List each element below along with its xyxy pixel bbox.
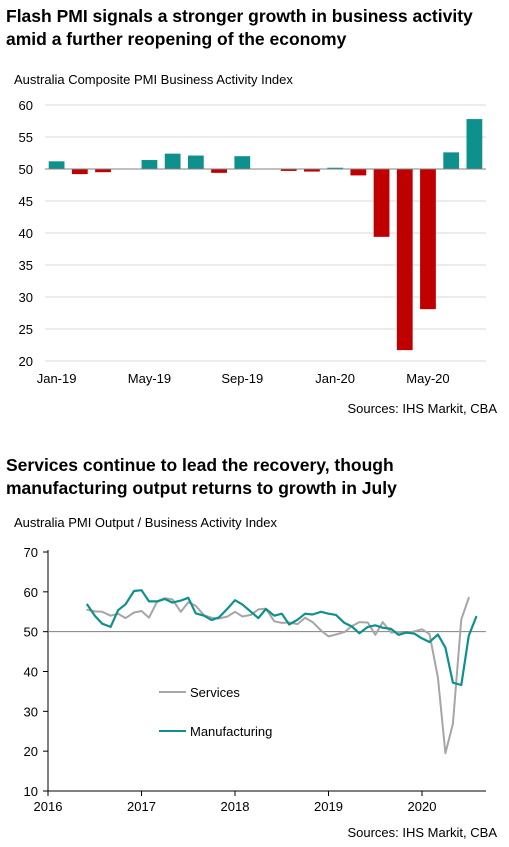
bar	[211, 169, 227, 173]
bar	[187, 155, 204, 169]
bar	[95, 169, 111, 173]
y-tick-label: 20	[24, 744, 38, 759]
y-tick-label: 50	[24, 625, 38, 640]
x-tick-label: 2016	[34, 799, 63, 814]
chart1-source: Sources: IHS Markit, CBA	[347, 401, 497, 416]
y-tick-label: 70	[24, 545, 38, 560]
bar	[443, 152, 460, 169]
bar	[164, 153, 181, 169]
y-tick-label: 20	[19, 354, 33, 369]
legend-label-services: Services	[190, 685, 240, 700]
y-tick-label: 50	[19, 162, 33, 177]
bar	[327, 167, 344, 169]
x-tick-label: May-20	[406, 371, 449, 386]
x-tick-label: Jan-19	[37, 371, 77, 386]
chart2-source: Sources: IHS Markit, CBA	[347, 825, 497, 840]
composite-pmi-bar-chart: 20 25 30 35 40 45 50 55 60 Jan-19 May-19 Sep-19 Jan-…	[19, 98, 486, 386]
x-tick-label: 2018	[221, 799, 250, 814]
y-tick-label: 30	[24, 704, 38, 719]
y-tick-label: 60	[19, 98, 33, 113]
chart1-heading: Flash PMI signals a stronger growth in b…	[6, 6, 473, 49]
y-tick-label: 30	[19, 290, 33, 305]
x-tick-label: 2020	[408, 799, 437, 814]
y-tick-label: 60	[24, 585, 38, 600]
x-tick-label: 2019	[314, 799, 343, 814]
x-tick-label: 2017	[127, 799, 156, 814]
bar	[234, 156, 251, 169]
bar	[373, 169, 390, 237]
bar	[280, 169, 297, 171]
bar	[71, 169, 88, 175]
chart2-subtitle: Australia PMI Output / Business Activity…	[14, 515, 278, 530]
bar	[420, 169, 436, 310]
y-tick-label: 55	[19, 130, 33, 145]
y-tick-label: 45	[19, 194, 33, 209]
x-tick-label: May-19	[128, 371, 171, 386]
bar	[396, 169, 413, 351]
bar	[48, 161, 65, 169]
x-tick-label: Jan-20	[315, 371, 355, 386]
bar	[304, 169, 320, 172]
legend-label-manufacturing: Manufacturing	[190, 724, 272, 739]
y-tick-label: 10	[24, 784, 38, 799]
bar	[350, 169, 367, 176]
x-tick-label: Sep-19	[221, 371, 263, 386]
series-line-manufacturing	[86, 589, 478, 687]
bar	[141, 160, 158, 169]
chart1-subtitle: Australia Composite PMI Business Activit…	[14, 72, 293, 87]
y-tick-label: 25	[19, 322, 33, 337]
y-tick-label: 40	[19, 226, 33, 241]
y-tick-label: 35	[19, 258, 33, 273]
y-tick-label: 40	[24, 665, 38, 680]
bar	[466, 119, 483, 169]
series-line-services	[86, 596, 470, 755]
chart2-heading: Services continue to lead the recovery, …	[6, 455, 397, 498]
